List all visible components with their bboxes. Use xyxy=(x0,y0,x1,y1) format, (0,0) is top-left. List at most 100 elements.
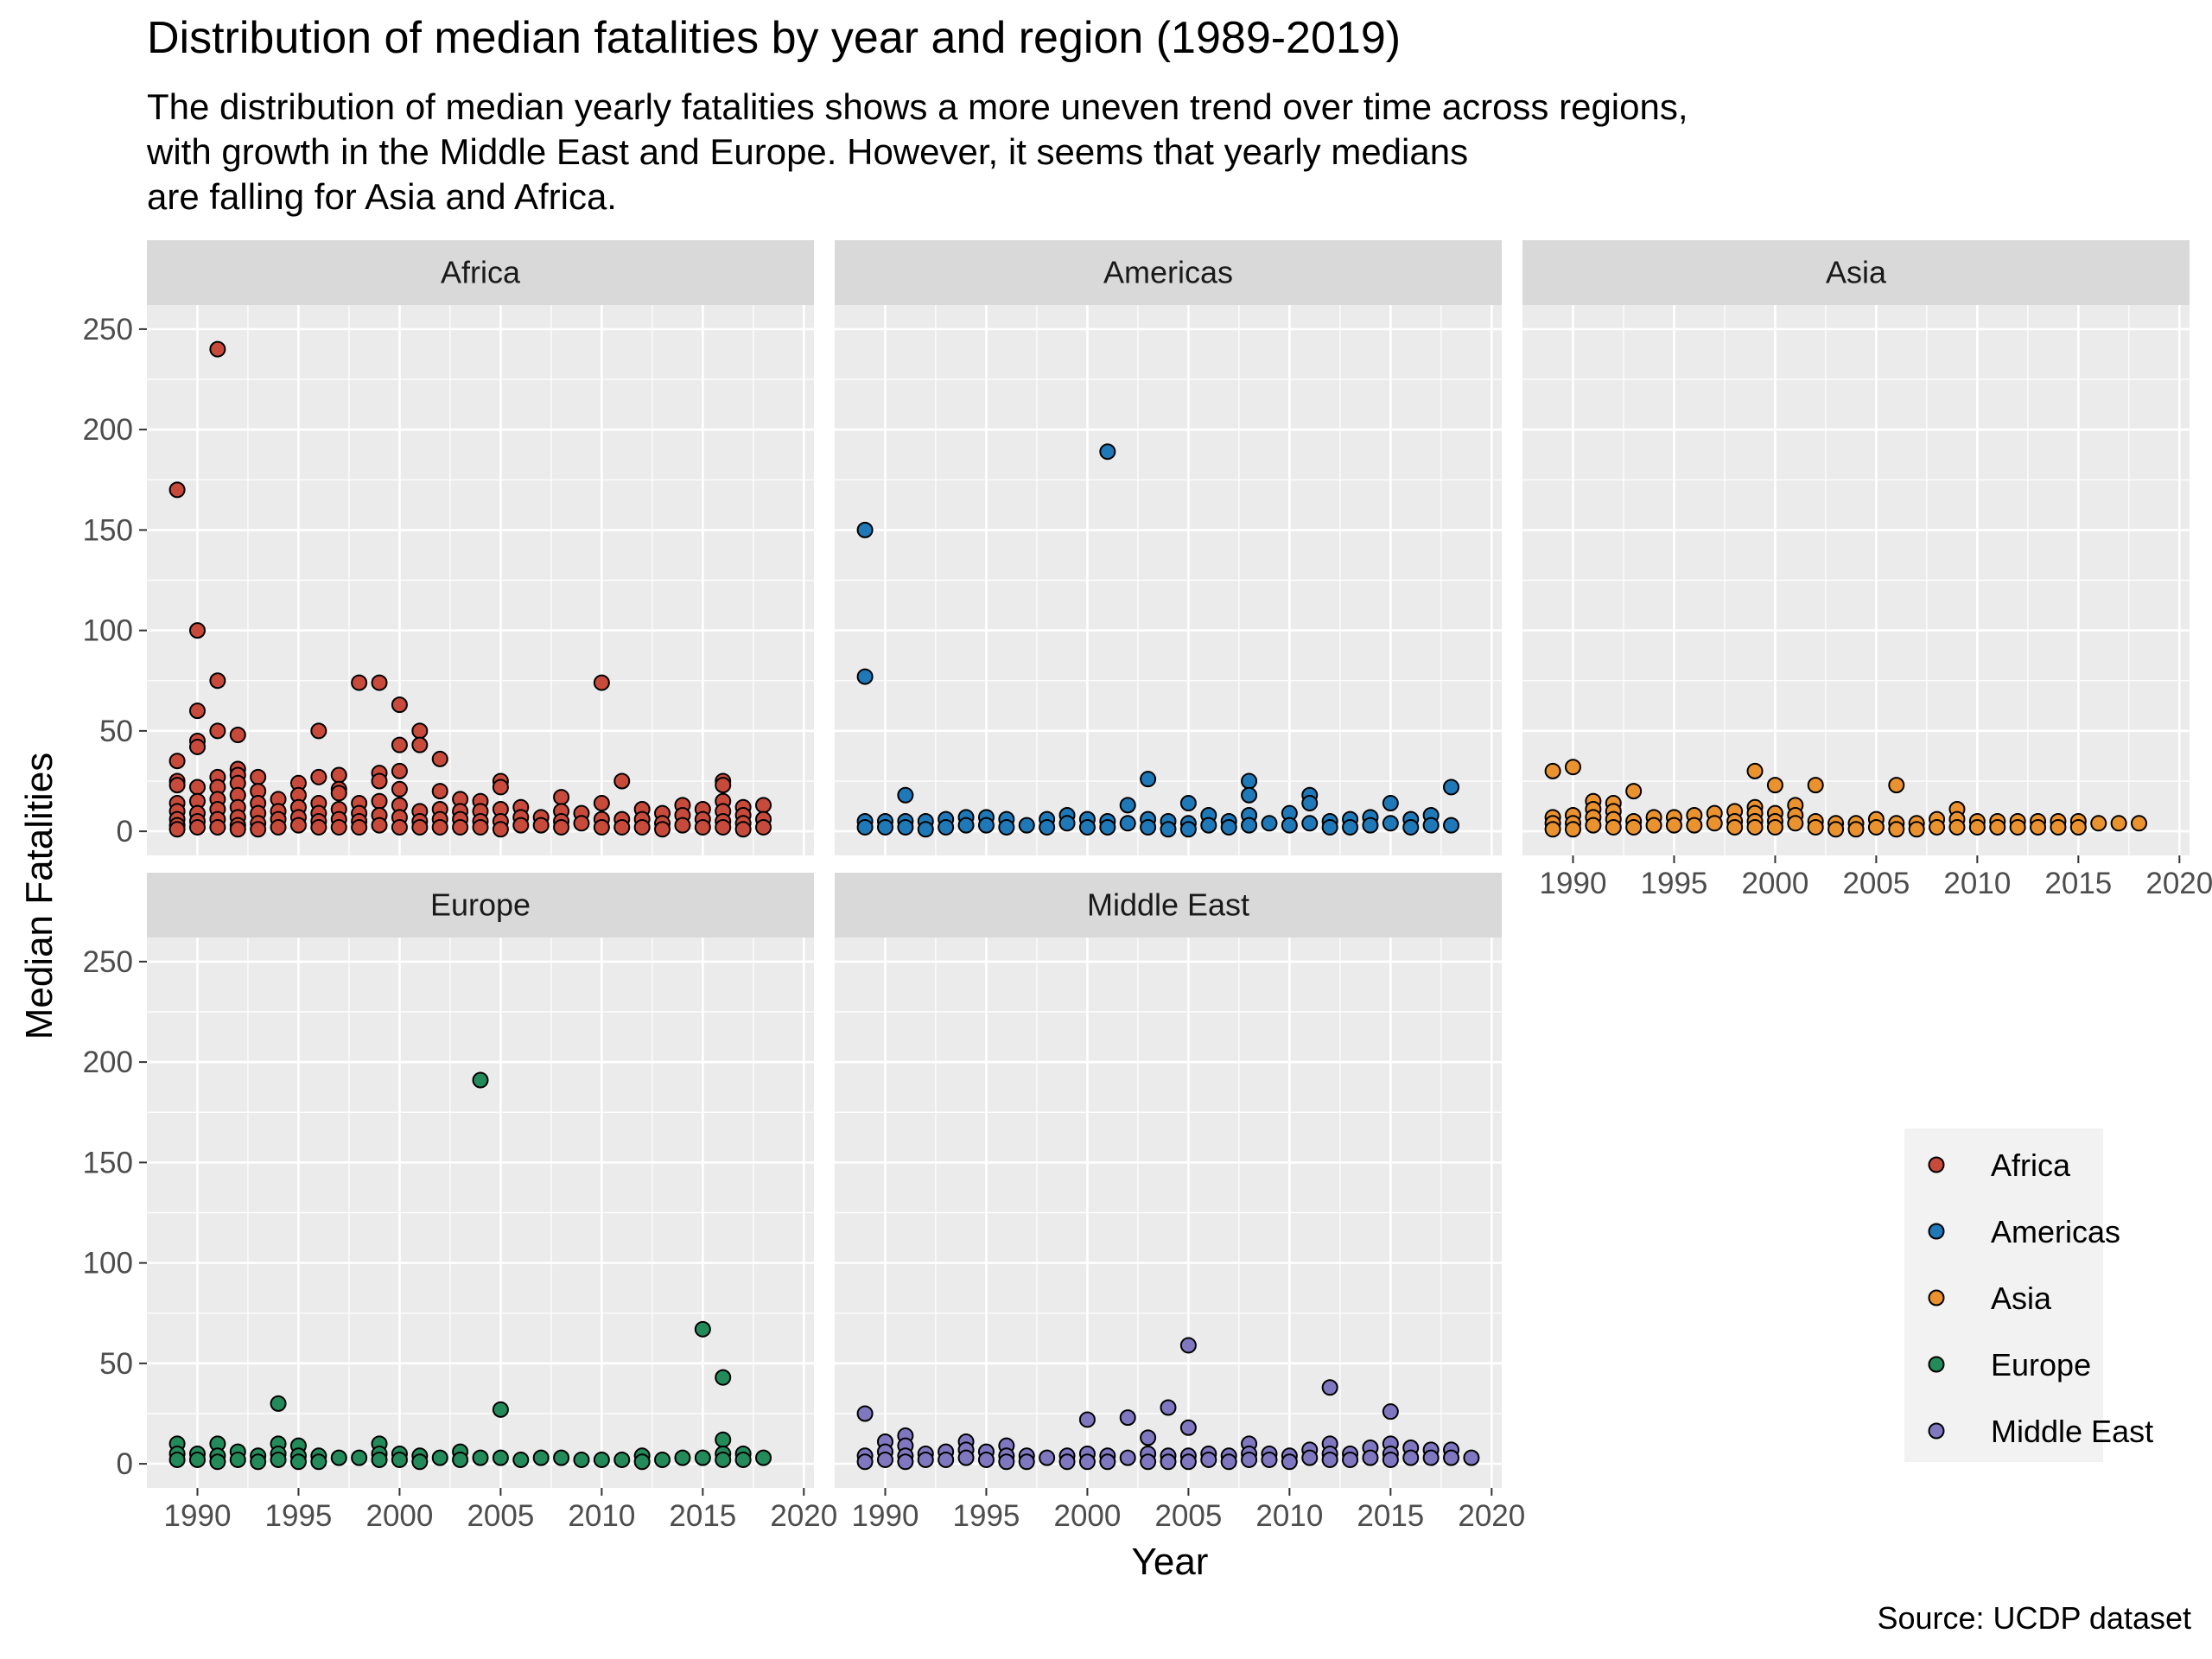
data-point xyxy=(1726,818,1744,836)
chart-subtitle: The distribution of median yearly fatali… xyxy=(147,86,1688,217)
data-point xyxy=(492,1449,509,1466)
data-point xyxy=(856,668,874,685)
data-point xyxy=(391,736,408,753)
data-point xyxy=(1625,818,1643,836)
data-point xyxy=(876,1451,893,1468)
data-point xyxy=(1929,818,1946,836)
y-tick-label: 0 xyxy=(117,1447,133,1481)
legend-label: Asia xyxy=(1991,1281,2052,1316)
strip-europe xyxy=(147,873,814,938)
data-point xyxy=(1564,821,1581,838)
data-point xyxy=(1402,818,1420,836)
data-point xyxy=(492,821,509,838)
data-point xyxy=(1321,1451,1338,1468)
legend-key xyxy=(1928,1289,1945,1306)
data-point xyxy=(330,818,347,836)
data-point xyxy=(492,779,509,796)
y-tick-label: 50 xyxy=(99,715,133,748)
data-point xyxy=(1544,821,1561,838)
data-point xyxy=(1179,1337,1197,1354)
data-point xyxy=(188,738,206,755)
data-point xyxy=(1321,1379,1338,1396)
x-tick-label: 2015 xyxy=(1357,1499,1424,1533)
data-point xyxy=(310,1453,327,1471)
data-point xyxy=(715,818,732,836)
strip-label-asia: Asia xyxy=(1826,255,1887,290)
data-point xyxy=(573,1451,590,1468)
data-point xyxy=(1443,817,1460,834)
data-point xyxy=(613,818,631,836)
data-point xyxy=(391,818,408,836)
data-point xyxy=(371,792,388,810)
strip-asia xyxy=(1522,240,2190,305)
x-tick-label: 1990 xyxy=(1540,867,1607,900)
y-tick-label: 100 xyxy=(83,614,133,648)
data-point xyxy=(1078,1411,1096,1428)
legend-label: Middle East xyxy=(1991,1414,2153,1449)
data-point xyxy=(351,674,368,691)
data-point xyxy=(917,821,934,838)
data-point xyxy=(1078,818,1096,836)
data-point xyxy=(1018,1453,1035,1471)
data-point xyxy=(1443,779,1460,796)
data-point xyxy=(1119,1409,1136,1427)
data-point xyxy=(229,821,246,838)
data-point xyxy=(1099,443,1116,461)
y-tick-label: 150 xyxy=(83,1146,133,1179)
data-point xyxy=(917,1451,934,1468)
data-point xyxy=(553,789,570,806)
data-point xyxy=(391,1451,408,1468)
data-point xyxy=(2009,818,2026,836)
data-point xyxy=(593,818,610,836)
x-tick-label: 1995 xyxy=(1641,867,1708,900)
x-tick-label: 2015 xyxy=(2044,867,2112,900)
x-axis-title: Year xyxy=(1132,1541,1209,1583)
data-point xyxy=(188,702,206,720)
data-point xyxy=(1261,1451,1278,1468)
data-point xyxy=(1241,772,1258,790)
data-point xyxy=(1039,818,1056,836)
data-point xyxy=(1807,818,1824,836)
data-point xyxy=(1160,1453,1177,1471)
data-point xyxy=(1888,777,1905,794)
data-point xyxy=(270,1395,287,1412)
data-point xyxy=(2069,818,2087,836)
data-point xyxy=(1605,818,1622,836)
data-point xyxy=(168,1451,186,1468)
data-point xyxy=(1686,817,1703,834)
data-point xyxy=(250,821,267,838)
data-point xyxy=(1706,815,1723,832)
data-point xyxy=(553,1449,570,1466)
data-point xyxy=(1179,821,1197,838)
data-point xyxy=(1058,1453,1076,1471)
data-point xyxy=(1160,821,1177,838)
data-point xyxy=(188,1451,206,1468)
data-point xyxy=(1908,821,1925,838)
data-point xyxy=(633,1453,651,1471)
data-point xyxy=(411,722,429,740)
panel-europe: Europe 0 50 100 150 200 250 1990 1995 2000 2005 201… xyxy=(83,873,837,1533)
legend-key xyxy=(1928,1223,1945,1240)
data-point xyxy=(229,727,246,744)
data-point xyxy=(371,674,388,691)
data-point xyxy=(1179,795,1197,812)
data-point xyxy=(1564,759,1581,776)
data-point xyxy=(1968,818,1986,836)
data-point xyxy=(1342,818,1359,836)
y-tick-label: 150 xyxy=(83,513,133,547)
legend-label: Europe xyxy=(1991,1347,2091,1382)
data-point xyxy=(715,777,732,794)
x-tick-label: 2000 xyxy=(1053,1499,1121,1533)
data-point xyxy=(1119,815,1136,832)
x-tick-label: 1995 xyxy=(953,1499,1020,1533)
data-point xyxy=(897,786,914,804)
data-point xyxy=(168,481,186,499)
data-point xyxy=(957,817,975,834)
data-point xyxy=(168,753,186,770)
data-point xyxy=(1847,821,1865,838)
data-point xyxy=(998,818,1015,836)
chart-caption: Source: UCDP dataset xyxy=(1877,1600,2191,1636)
data-point xyxy=(1766,777,1783,794)
data-point xyxy=(674,817,691,834)
data-point xyxy=(715,1451,732,1468)
